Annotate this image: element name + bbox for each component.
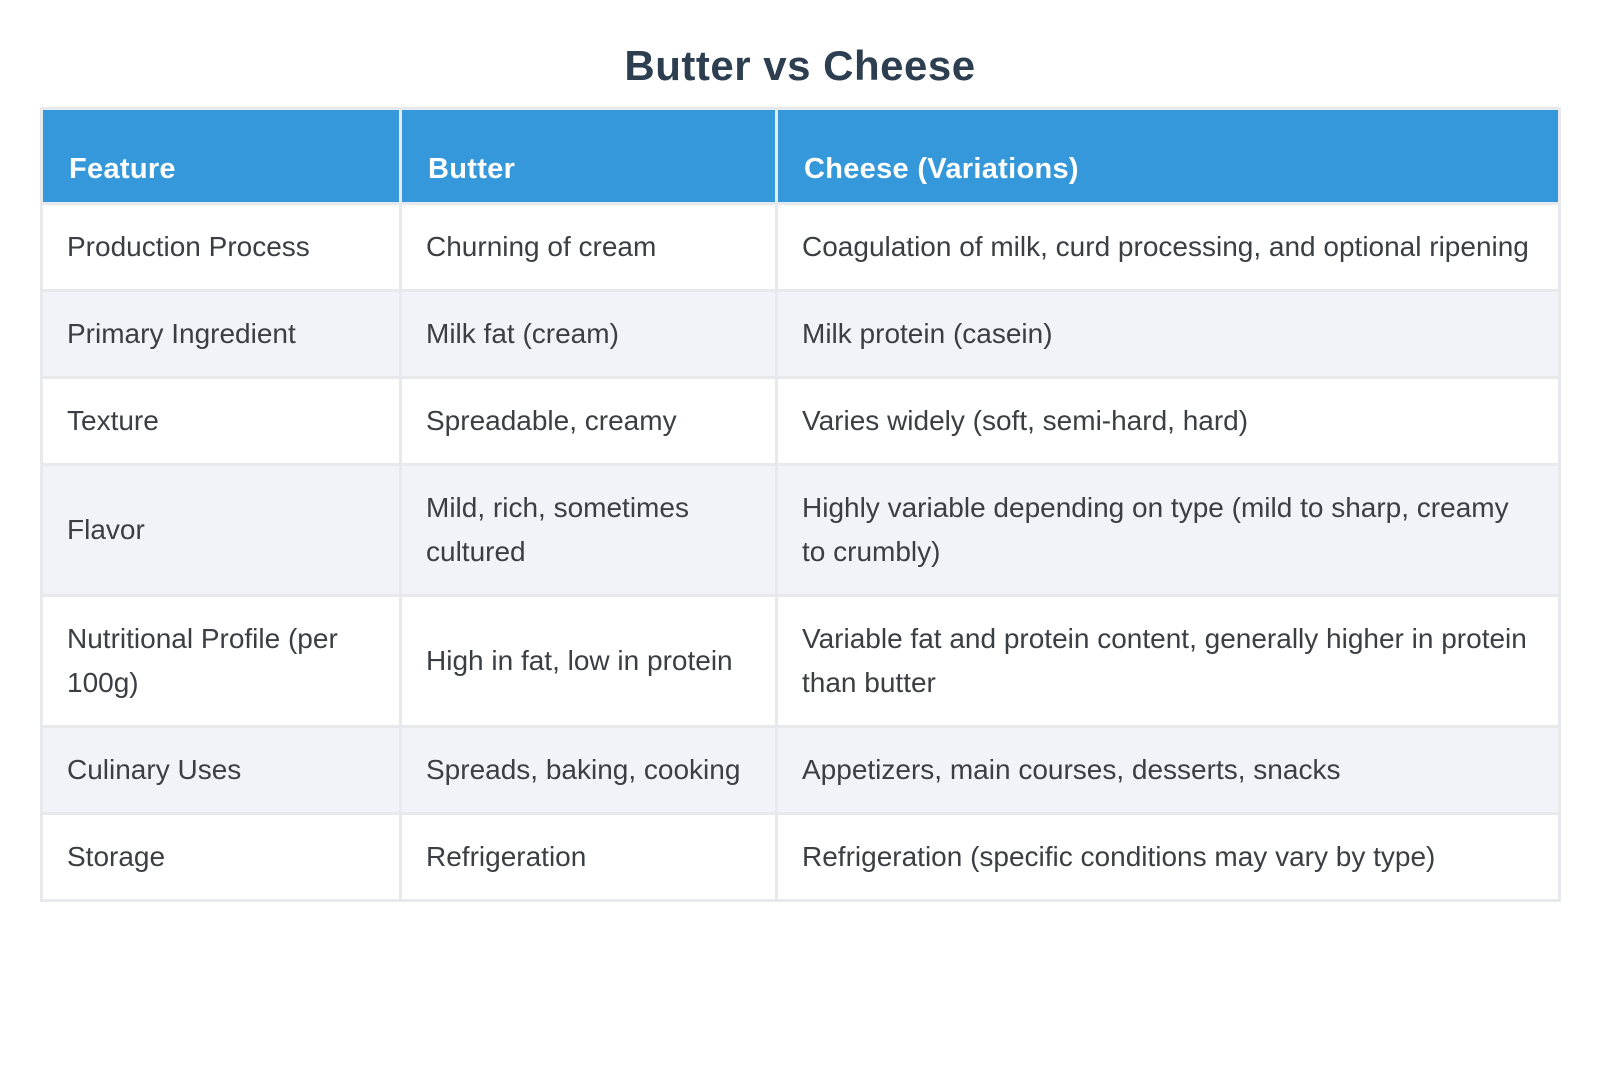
feature-cell: Storage [43,815,399,899]
table-row: Flavor Mild, rich, sometimes cultured High… [43,466,1558,594]
table-row: Culinary Uses Spreads, baking, cooking App… [43,728,1558,812]
cheese-cell: Highly variable depending on type (mild … [778,466,1558,594]
cheese-cell: Coagulation of milk, curd processing, an… [778,205,1558,289]
page: Butter vs Cheese Feature Butter Cheese (… [0,42,1600,902]
table-row: Primary Ingredient Milk fat (cream) Milk p… [43,292,1558,376]
cheese-cell: Refrigeration (specific conditions may v… [778,815,1558,899]
page-title: Butter vs Cheese [624,42,976,89]
column-header-butter: Butter [402,110,775,202]
table-row: Storage Refrigeration Refrigeration (speci… [43,815,1558,899]
butter-cell: Spreadable, creamy [402,379,775,463]
feature-cell: Primary Ingredient [43,292,399,376]
butter-cell: Milk fat (cream) [402,292,775,376]
cheese-cell: Appetizers, main courses, desserts, snac… [778,728,1558,812]
column-header-cheese: Cheese (Variations) [778,110,1558,202]
butter-cell: High in fat, low in protein [402,597,775,725]
table-body: Production Process Churning of cream Coagu… [43,205,1558,899]
feature-cell: Culinary Uses [43,728,399,812]
cheese-cell: Varies widely (soft, semi-hard, hard) [778,379,1558,463]
column-header-feature: Feature [43,110,399,202]
comparison-table: Feature Butter Cheese (Variations) Produ… [40,107,1561,902]
table-row: Production Process Churning of cream Coagu… [43,205,1558,289]
table-row: Texture Spreadable, creamy Varies widely (… [43,379,1558,463]
butter-cell: Churning of cream [402,205,775,289]
feature-cell: Texture [43,379,399,463]
cheese-cell: Milk protein (casein) [778,292,1558,376]
header-row: Feature Butter Cheese (Variations) [43,110,1558,202]
feature-cell: Nutritional Profile (per 100g) [43,597,399,725]
feature-cell: Production Process [43,205,399,289]
table-row: Nutritional Profile (per 100g) High in fa… [43,597,1558,725]
butter-cell: Mild, rich, sometimes cultured [402,466,775,594]
butter-cell: Spreads, baking, cooking [402,728,775,812]
butter-cell: Refrigeration [402,815,775,899]
feature-cell: Flavor [43,466,399,594]
cheese-cell: Variable fat and protein content, genera… [778,597,1558,725]
